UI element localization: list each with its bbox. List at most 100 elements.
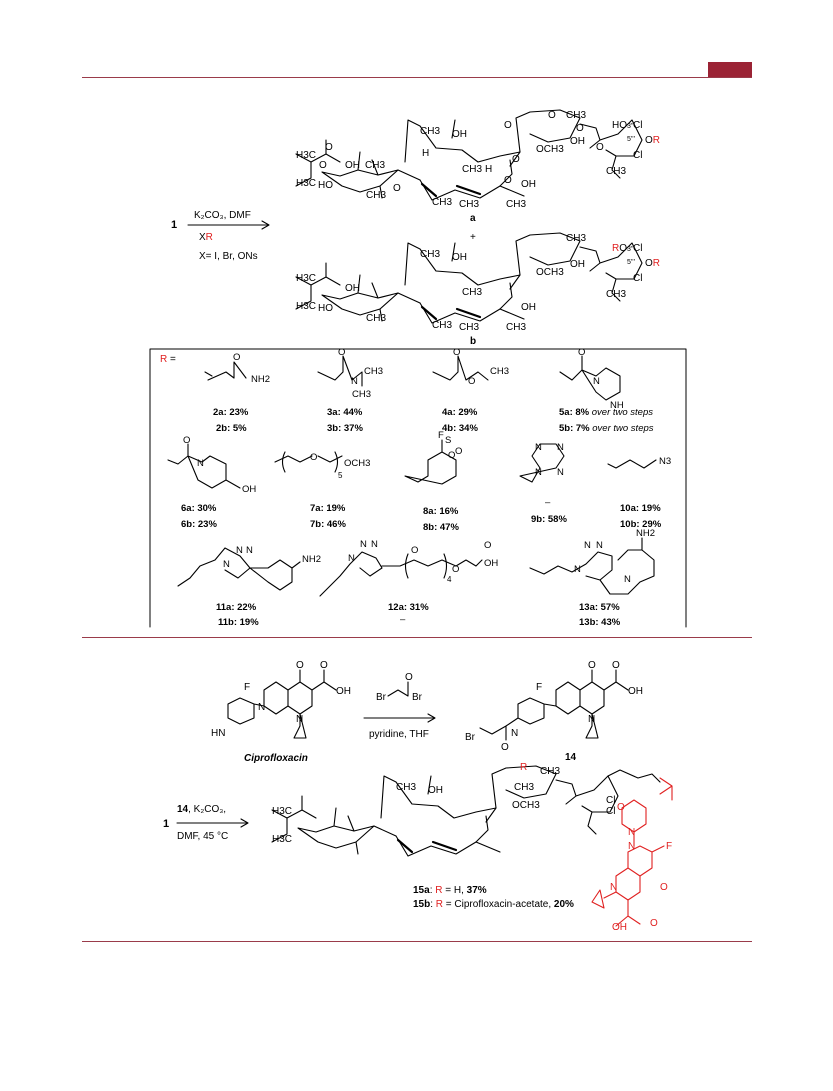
atom-label: O (576, 123, 584, 134)
atom-label: CH3 (366, 190, 386, 201)
atom-label: N (557, 442, 564, 453)
atom-label: NH2 (636, 528, 655, 539)
product-a-ho: HO3''' (612, 120, 635, 131)
starting-material-1: 1 (171, 219, 177, 231)
atom-label: O (319, 160, 327, 171)
atom-label: O (338, 347, 345, 358)
product-b-ro: RO3''' (612, 243, 635, 254)
atom-label: O (296, 660, 304, 671)
yield-13a: 13a: 57% (579, 602, 620, 613)
atom-label: O (453, 347, 460, 358)
atom-label: F (244, 682, 250, 693)
atom-label: CH3 (459, 322, 479, 333)
atom-label: N (223, 559, 230, 570)
yield-8b: 8b: 47% (423, 522, 459, 533)
atom-label: CH3 (420, 249, 440, 260)
atom-label: O (183, 435, 190, 446)
atom-label: N (511, 728, 518, 739)
atom-label: Cl (633, 120, 642, 131)
atom-label: CH3 (514, 782, 534, 793)
atom-label: N (296, 714, 303, 725)
atom-label: OH (345, 160, 360, 171)
plus-sign: + (470, 232, 476, 243)
ciprofloxacin-structure (227, 669, 337, 739)
atom-label: OCH3 (344, 458, 370, 469)
atom-label: N (246, 545, 253, 556)
atom-label: OH (242, 484, 256, 495)
scheme-1: 1 K₂CO₃, DMF XR X= I, Br, ONs a + H3C H3… (171, 109, 660, 347)
atom-label: N (628, 841, 635, 852)
atom-label: O (612, 660, 620, 671)
atom-label: OH (570, 136, 585, 147)
atom-label: Cl (633, 150, 642, 161)
atom-label: O (452, 564, 459, 575)
atom-label: OCH3 (512, 800, 540, 811)
atom-label: CH3 (566, 110, 586, 121)
atom-label: H3C (272, 834, 292, 845)
yield-5a: 5a: 8% over two steps (559, 407, 653, 418)
atom-label: O (448, 450, 455, 461)
bottom-rule (82, 941, 752, 942)
yield-9b: 9b: 58% (531, 514, 567, 525)
yield-12a: 12a: 31% (388, 602, 429, 613)
atom-label: OH (336, 686, 351, 697)
atom-label: H3C (296, 301, 316, 312)
atom-label: O (320, 660, 328, 671)
header-accent-bar (708, 62, 752, 78)
product-15a-caption: 15a: R = H, 37% (413, 885, 487, 896)
atom-label: Br (465, 732, 476, 743)
atom-label: H3C (296, 178, 316, 189)
reagent-dmf-45c: DMF, 45 °C (177, 831, 228, 842)
atom-label: S (445, 435, 451, 446)
atom-label: N (197, 458, 204, 469)
atom-label: OH (521, 179, 536, 190)
product-a-or: OR (645, 135, 660, 146)
atom-label: H3C (296, 150, 316, 161)
atom-label: CH3 (364, 366, 383, 377)
atom-label: OH (452, 252, 467, 263)
atom-label: HO (318, 180, 333, 191)
yield-6a: 6a: 30% (181, 503, 217, 514)
atom-label: N (360, 539, 367, 550)
atom-label: O (504, 175, 512, 186)
yield-13b: 13b: 43% (579, 617, 621, 628)
atom-label: H3C (272, 806, 292, 817)
atom-label: N (535, 442, 542, 453)
atom-label: CH3 (366, 313, 386, 324)
atom-label: O (468, 376, 475, 387)
atom-label: Cl (606, 795, 615, 806)
yield-8a: 8a: 16% (423, 506, 459, 517)
atom-label: O (512, 154, 520, 165)
yield-9a: – (545, 497, 551, 508)
product-15b-caption: 15b: R = Ciprofloxacin-acetate, 20% (413, 899, 574, 910)
atom-label: N (588, 714, 595, 725)
atom-label: O (484, 540, 491, 551)
r-header: R = (160, 354, 176, 365)
middle-rule (82, 637, 752, 638)
atom-label: CH3 (490, 366, 509, 377)
atom-label: O (411, 545, 418, 556)
atom-label: Br (412, 692, 423, 703)
atom-label: OH (345, 283, 360, 294)
atom-label: F (536, 682, 542, 693)
product-a-label: a (470, 213, 476, 224)
atom-label: N (351, 376, 358, 387)
atom-label: CH3 (606, 289, 626, 300)
atom-label: O (504, 120, 512, 131)
atom-label: O (455, 446, 462, 457)
yield-12b: – (400, 614, 406, 625)
atom-label: N (628, 827, 635, 838)
yield-10b: 10b: 29% (620, 519, 662, 530)
scheme-2: F O O OH N N HN Ciprofloxacin Br O Br py… (211, 660, 643, 764)
r-label: R (520, 762, 527, 773)
atom-label: O (660, 882, 668, 893)
yield-7b: 7b: 46% (310, 519, 346, 530)
atom-label: O (578, 347, 585, 358)
atom-label: Br (376, 692, 387, 703)
locant-label: 5''' (627, 136, 635, 143)
atom-label: CH3 (459, 199, 479, 210)
r-group-table: R = NH2 O O N CH3 CH3 O O CH3 O N NH 2a:… (149, 347, 687, 628)
atom-label: CH3 (462, 287, 482, 298)
atom-label: OH (484, 558, 498, 569)
atom-label: CH3 (540, 766, 560, 777)
